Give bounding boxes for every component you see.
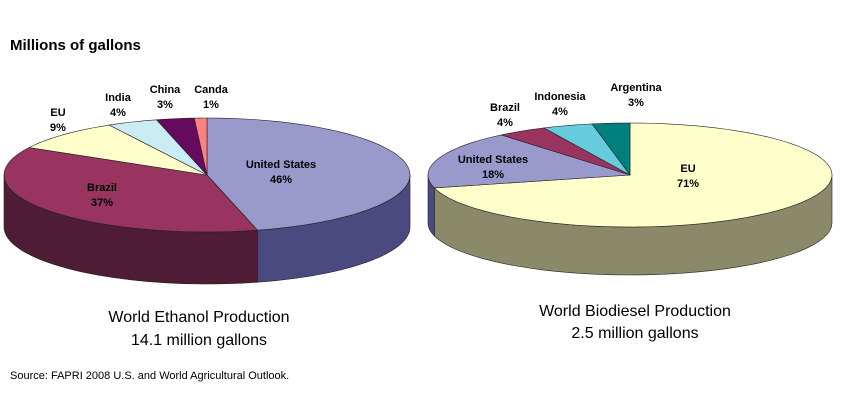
pie-slice-argentina xyxy=(591,122,631,176)
slice-label-united-states: United States xyxy=(458,154,528,166)
slice-value-united-states: 18% xyxy=(482,169,504,181)
slice-value-united-states: 46% xyxy=(270,174,292,186)
pie-slices xyxy=(3,117,411,233)
slice-labels: United States 46% Brazil 37% EU 9% India 4% Chin… xyxy=(50,84,316,209)
slice-label-india: India xyxy=(105,92,132,104)
slice-value-eu: 71% xyxy=(677,178,699,190)
chart-subtitle: 14.1 million gallons xyxy=(131,332,267,349)
pie-slice-eu xyxy=(433,122,833,228)
pie-slice-united-states xyxy=(206,117,411,231)
pie-chart-2: EU 71% United States 18% Brazil 4% Indonesia 4%… xyxy=(427,82,833,342)
slice-value-argentina: 3% xyxy=(628,97,644,109)
slice-labels: EU 71% United States 18% Brazil 4% Indonesia 4%… xyxy=(458,82,699,190)
chart-subtitle: 2.5 million gallons xyxy=(571,325,698,342)
slice-label-china: China xyxy=(150,84,181,96)
slice-label-eu: EU xyxy=(680,163,695,175)
chart-title: World Ethanol Production xyxy=(108,309,289,326)
pie-slice-united-states xyxy=(427,134,631,189)
slice-label-brazil: Brazil xyxy=(490,102,520,114)
slice-label-brazil: Brazil xyxy=(87,182,117,194)
source-note: Source: FAPRI 2008 U.S. and World Agricu… xyxy=(10,370,290,382)
pie-sides xyxy=(3,174,411,285)
slice-value-indonesia: 4% xyxy=(552,106,568,118)
slice-label-united-states: United States xyxy=(246,159,316,171)
chart-title: World Biodiesel Production xyxy=(539,303,731,320)
pie-slices xyxy=(427,122,833,228)
slice-label-argentina: Argentina xyxy=(610,82,662,94)
slice-value-brazil: 37% xyxy=(91,197,113,209)
pie-slice-india xyxy=(108,119,208,176)
pie-slice-canda xyxy=(193,117,208,176)
slice-value-india: 4% xyxy=(110,107,126,119)
slice-label-indonesia: Indonesia xyxy=(534,91,586,103)
slice-label-eu: EU xyxy=(50,107,65,119)
pie-chart-1: United States 46% Brazil 37% EU 9% India 4% Chin… xyxy=(3,84,411,349)
slice-value-china: 3% xyxy=(157,99,173,111)
slice-value-canda: 1% xyxy=(203,99,219,111)
slice-value-eu: 9% xyxy=(50,122,66,134)
pie-slice-eu xyxy=(28,124,208,176)
slice-label-canda: Canda xyxy=(194,84,229,96)
units-label: Millions of gallons xyxy=(10,37,141,54)
pie-slice-brazil xyxy=(3,147,259,233)
pie-slice-indonesia xyxy=(543,123,631,176)
pie-slice-brazil xyxy=(501,127,631,176)
slice-value-brazil: 4% xyxy=(497,117,513,129)
